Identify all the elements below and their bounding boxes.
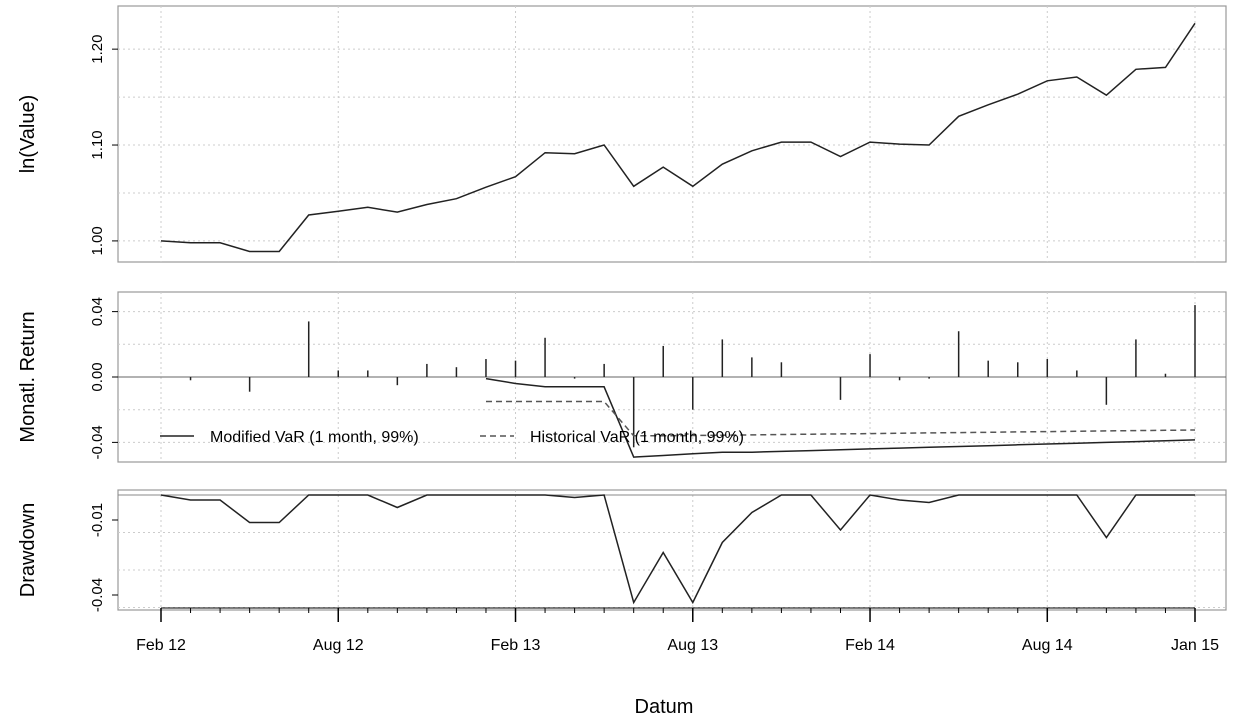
panel-frame [117, 489, 1227, 611]
x-tick-label: Feb 14 [845, 637, 895, 654]
y-tick-label: -0.04 [89, 578, 106, 612]
y-tick-label: 1.10 [89, 130, 106, 159]
y-tick-label: 1.20 [89, 35, 106, 64]
x-tick-label: Jan 15 [1171, 637, 1219, 654]
value-line [160, 22, 1196, 253]
x-tick-label: Feb 12 [136, 637, 186, 654]
x-axis: Feb 12 Aug 12 Feb 13 Aug 13 Feb 14 Aug 14 Jan … [136, 607, 1219, 654]
x-tick-label: Aug 12 [313, 637, 364, 654]
y-axis-title: Monatl. Return [17, 311, 39, 442]
panel-frame [117, 5, 1227, 263]
legend-label: Historical VaR (1 month, 99%) [530, 429, 744, 446]
y-tick-label: 0.04 [89, 297, 106, 326]
y-tick-label: 1.00 [89, 226, 106, 255]
y-tick-label: -0.04 [89, 425, 106, 459]
legend-label: Modified VaR (1 month, 99%) [210, 429, 419, 446]
x-tick-label: Aug 14 [1022, 637, 1073, 654]
y-tick-label: 0.00 [89, 362, 106, 391]
panel-1: 1.00 1.10 1.20 ln(Value) [17, 5, 1227, 263]
panel-3: -0.04 -0.01 Drawdown [17, 489, 1227, 612]
drawdown-line [160, 494, 1195, 605]
y-axis-title: Drawdown [17, 503, 39, 597]
y-axis-title: ln(Value) [17, 95, 39, 174]
legend: Modified VaR (1 month, 99%) Historical Va… [160, 429, 744, 446]
panel-2: -0.04 0.00 0.04 Monatl. Return Modified VaR … [17, 291, 1227, 463]
chart-panels: 1.00 1.10 1.20 ln(Value) -0.04 0.00 0.04 Monatl… [17, 5, 1227, 612]
modified-var-line [485, 377, 1196, 458]
x-tick-label: Aug 13 [667, 637, 718, 654]
x-axis-title: Datum [635, 696, 694, 718]
x-tick-label: Feb 13 [491, 637, 541, 654]
y-tick-label: -0.01 [89, 503, 106, 537]
historical-var-line [486, 400, 1196, 437]
